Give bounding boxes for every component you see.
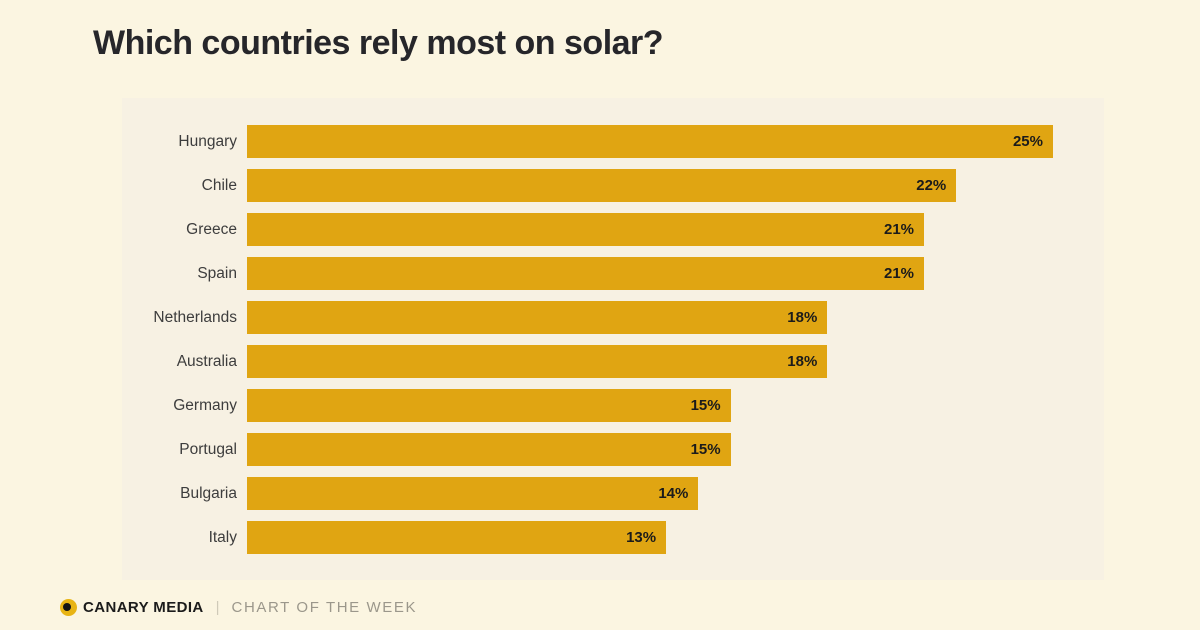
bar-track: 15% xyxy=(247,389,1053,422)
category-label: Greece xyxy=(186,220,237,238)
chart-panel: Hungary 25% Chile 22% Greece 21% Spain 21% Nethe… xyxy=(122,98,1104,580)
bar: 13% xyxy=(247,521,667,554)
chart-row: Italy 13% xyxy=(122,521,1053,554)
category-label: Spain xyxy=(197,264,237,282)
chart-row: Greece 21% xyxy=(122,213,1053,246)
chart-of-the-week-label: CHART OF THE WEEK xyxy=(231,599,418,616)
bar: 15% xyxy=(247,389,731,422)
page-title: Which countries rely most on solar? xyxy=(93,24,664,62)
footer: CANARY MEDIA | CHART OF THE WEEK xyxy=(60,599,417,616)
brand-name: CANARY MEDIA xyxy=(83,599,204,616)
bar-track: 22% xyxy=(247,169,1053,202)
bar-chart: Hungary 25% Chile 22% Greece 21% Spain 21% Nethe… xyxy=(122,125,1053,565)
chart-row: Portugal 15% xyxy=(122,433,1053,466)
bar-track: 18% xyxy=(247,345,1053,378)
bar: 22% xyxy=(247,169,957,202)
value-label: 13% xyxy=(626,529,657,546)
bar: 15% xyxy=(247,433,731,466)
bar: 18% xyxy=(247,345,828,378)
chart-row: Australia 18% xyxy=(122,345,1053,378)
bar-track: 14% xyxy=(247,477,1053,510)
category-label: Hungary xyxy=(178,132,237,150)
bar: 21% xyxy=(247,257,925,290)
value-label: 21% xyxy=(884,265,915,282)
category-label: Bulgaria xyxy=(180,484,237,502)
bar-track: 25% xyxy=(247,125,1053,158)
value-label: 14% xyxy=(658,485,689,502)
bar-track: 13% xyxy=(247,521,1053,554)
chart-row: Hungary 25% xyxy=(122,125,1053,158)
chart-row: Bulgaria 14% xyxy=(122,477,1053,510)
category-label: Portugal xyxy=(179,440,237,458)
bar-track: 18% xyxy=(247,301,1053,334)
bar: 18% xyxy=(247,301,828,334)
bar-track: 21% xyxy=(247,213,1053,246)
value-label: 18% xyxy=(787,309,818,326)
value-label: 15% xyxy=(690,441,721,458)
category-label: Germany xyxy=(173,396,237,414)
value-label: 21% xyxy=(884,221,915,238)
category-label: Australia xyxy=(176,352,237,370)
bar: 25% xyxy=(247,125,1053,158)
value-label: 15% xyxy=(690,397,721,414)
chart-row: Netherlands 18% xyxy=(122,301,1053,334)
value-label: 25% xyxy=(1012,133,1043,150)
canary-media-logo-icon xyxy=(60,599,77,616)
bar-track: 15% xyxy=(247,433,1053,466)
chart-row: Spain 21% xyxy=(122,257,1053,290)
chart-row: Germany 15% xyxy=(122,389,1053,422)
chart-row: Chile 22% xyxy=(122,169,1053,202)
category-label: Italy xyxy=(208,528,237,546)
category-label: Chile xyxy=(201,176,237,194)
bar: 21% xyxy=(247,213,925,246)
value-label: 22% xyxy=(916,177,947,194)
bar: 14% xyxy=(247,477,699,510)
value-label: 18% xyxy=(787,353,818,370)
footer-divider: | xyxy=(215,599,220,616)
bar-track: 21% xyxy=(247,257,1053,290)
category-label: Netherlands xyxy=(153,308,237,326)
